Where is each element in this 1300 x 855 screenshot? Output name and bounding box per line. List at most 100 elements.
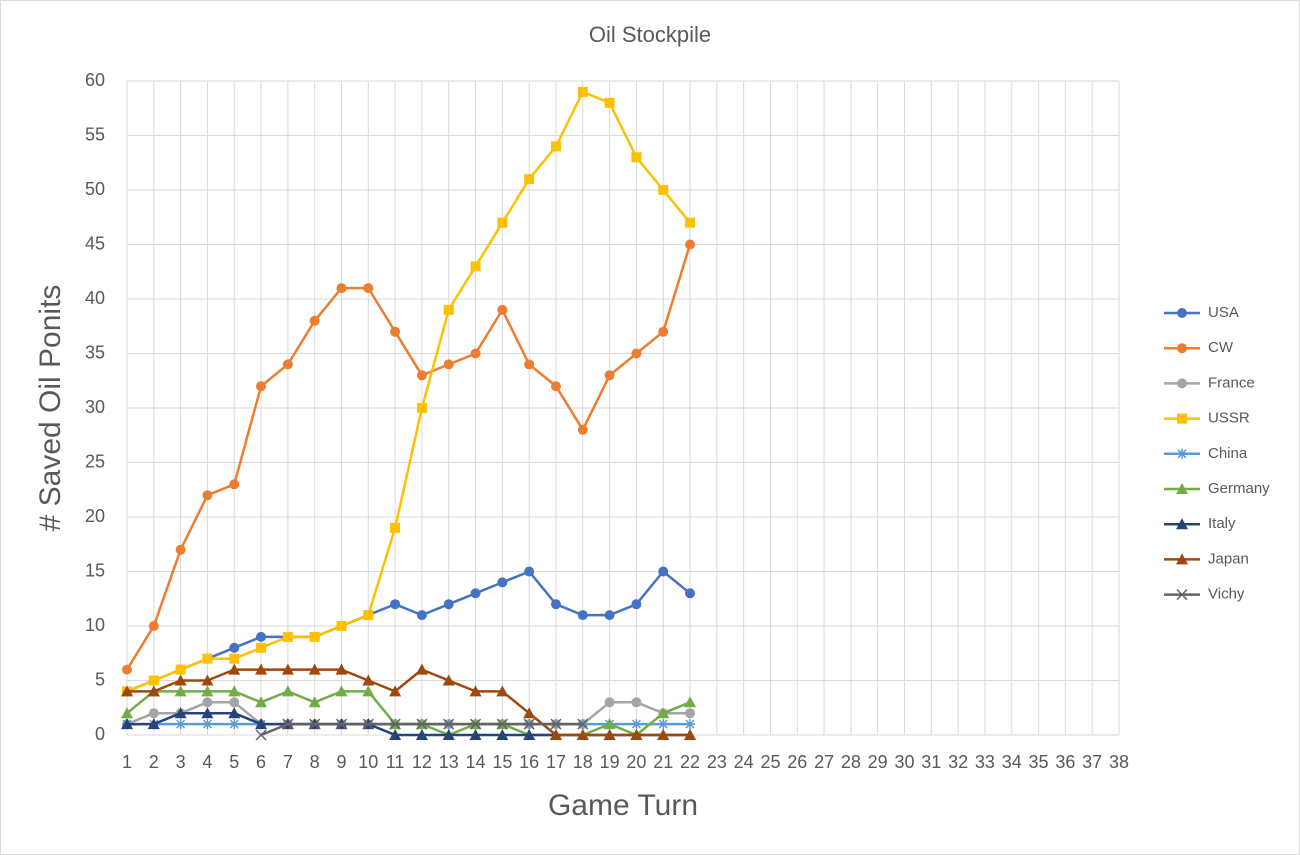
x-tick-label: 17 <box>546 752 566 772</box>
marker <box>684 696 697 708</box>
marker <box>550 141 561 152</box>
marker <box>256 631 267 642</box>
series-line <box>127 668 691 737</box>
marker <box>389 685 402 697</box>
x-tick-label: 13 <box>439 752 459 772</box>
legend-marker <box>1177 448 1187 459</box>
marker <box>174 685 187 697</box>
marker <box>148 621 159 631</box>
x-tick-label: 11 <box>386 752 405 772</box>
x-tick-label: 38 <box>1109 752 1129 772</box>
x-tick-label: 9 <box>336 752 346 772</box>
marker <box>416 610 427 621</box>
marker <box>389 729 402 740</box>
marker <box>255 729 267 741</box>
y-axis-label: # Saved Oil Ponits <box>34 285 67 532</box>
y-tick-label: 25 <box>85 451 105 471</box>
marker <box>202 490 213 501</box>
legend-label: Italy <box>1208 515 1236 532</box>
marker <box>658 326 669 337</box>
x-tick-label: 12 <box>412 752 432 772</box>
y-tick-label: 15 <box>85 560 105 580</box>
marker <box>148 708 159 719</box>
marker <box>335 718 348 730</box>
x-tick-label: 30 <box>894 752 914 772</box>
marker <box>469 729 482 740</box>
y-tick-label: 60 <box>85 70 105 90</box>
x-tick-label: 24 <box>734 752 754 772</box>
marker <box>443 359 454 370</box>
x-tick-label: 31 <box>921 752 941 772</box>
x-tick-label: 33 <box>975 752 995 772</box>
marker <box>604 97 615 108</box>
x-tick-label: 35 <box>1029 752 1049 772</box>
x-tick-label: 2 <box>149 752 159 772</box>
marker <box>549 729 562 740</box>
marker <box>631 697 642 708</box>
marker <box>362 685 375 697</box>
y-tick-label: 50 <box>85 179 105 199</box>
x-tick-label: 7 <box>283 752 293 772</box>
x-tick-label: 3 <box>176 752 186 772</box>
marker <box>523 707 536 719</box>
x-tick-label: 6 <box>256 752 266 772</box>
marker <box>309 315 320 326</box>
marker <box>416 718 428 730</box>
legend-marker <box>1176 553 1188 565</box>
marker <box>685 588 696 599</box>
marker <box>442 729 455 740</box>
marker <box>201 707 214 719</box>
marker <box>415 663 428 675</box>
marker <box>281 685 294 697</box>
x-tick-label: 5 <box>229 752 239 772</box>
marker <box>685 239 696 250</box>
marker <box>470 588 481 599</box>
marker <box>470 348 481 359</box>
y-tick-label: 30 <box>85 397 105 417</box>
x-tick-label: 27 <box>814 752 834 772</box>
x-tick-label: 20 <box>626 752 646 772</box>
x-tick-label: 28 <box>841 752 861 772</box>
marker <box>256 642 267 653</box>
marker <box>282 631 293 642</box>
marker <box>443 718 455 730</box>
x-tick-label: 29 <box>868 752 888 772</box>
marker <box>228 707 241 719</box>
marker <box>470 718 482 730</box>
marker <box>174 674 187 686</box>
x-tick-label: 37 <box>1082 752 1102 772</box>
marker <box>442 674 455 686</box>
marker <box>228 663 241 675</box>
x-tick-label: 1 <box>122 752 132 772</box>
marker <box>255 696 268 708</box>
x-tick-label: 14 <box>466 752 486 772</box>
y-tick-label: 40 <box>85 288 105 308</box>
marker <box>416 403 427 413</box>
x-tick-label: 25 <box>760 752 780 772</box>
marker <box>631 599 642 610</box>
marker <box>631 152 642 163</box>
marker <box>550 599 561 610</box>
legend-marker <box>1177 308 1187 318</box>
marker <box>630 729 643 740</box>
marker <box>469 685 482 697</box>
marker <box>229 719 240 730</box>
marker <box>604 697 615 708</box>
marker <box>496 685 509 697</box>
legend-label: Japan <box>1208 550 1249 567</box>
marker <box>255 718 268 730</box>
marker <box>390 326 401 337</box>
x-tick-label: 32 <box>948 752 968 772</box>
legend-label: China <box>1208 445 1248 462</box>
series-line <box>126 570 691 693</box>
legend-label: USA <box>1208 304 1239 321</box>
marker <box>603 729 616 740</box>
series-line <box>125 244 692 671</box>
marker <box>684 729 697 740</box>
marker <box>202 719 213 730</box>
y-tick-label: 10 <box>85 615 105 635</box>
x-tick-label: 21 <box>653 752 673 772</box>
marker <box>282 718 294 730</box>
marker <box>121 685 133 697</box>
